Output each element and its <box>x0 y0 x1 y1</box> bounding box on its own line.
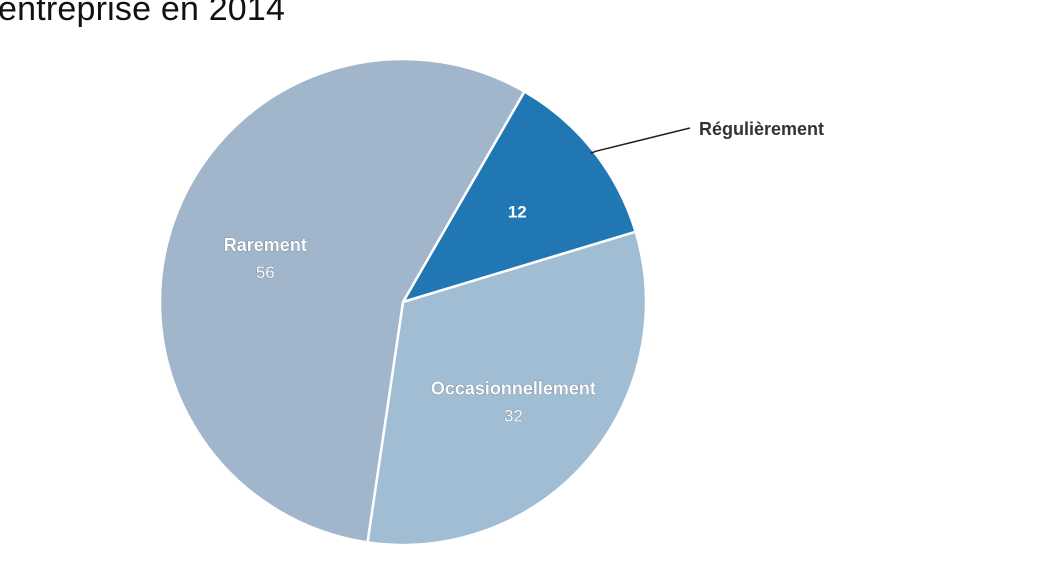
pie-slice-occasionnellement <box>366 230 648 547</box>
pie-label-occasionnellement: Occasionnellement <box>431 378 596 398</box>
pie-slice-regulierement <box>401 90 637 304</box>
pie-value-occasionnellement: 32 <box>504 406 523 425</box>
pie-slices <box>158 57 648 547</box>
pie-value-regulierement: 12 <box>508 202 527 221</box>
pie-slice-rarement <box>158 57 526 544</box>
pie-labels: 12 Régulièrement Occasionnellement 32 Rareme… <box>223 119 824 426</box>
pie-label-rarement: Rarement <box>224 235 307 255</box>
pie-value-rarement: 56 <box>256 263 275 282</box>
pie-label-regulierement: Régulièrement <box>699 119 824 139</box>
leader-line-regulierement <box>590 127 691 154</box>
chart-title: entreprise en 2014 <box>0 0 286 28</box>
